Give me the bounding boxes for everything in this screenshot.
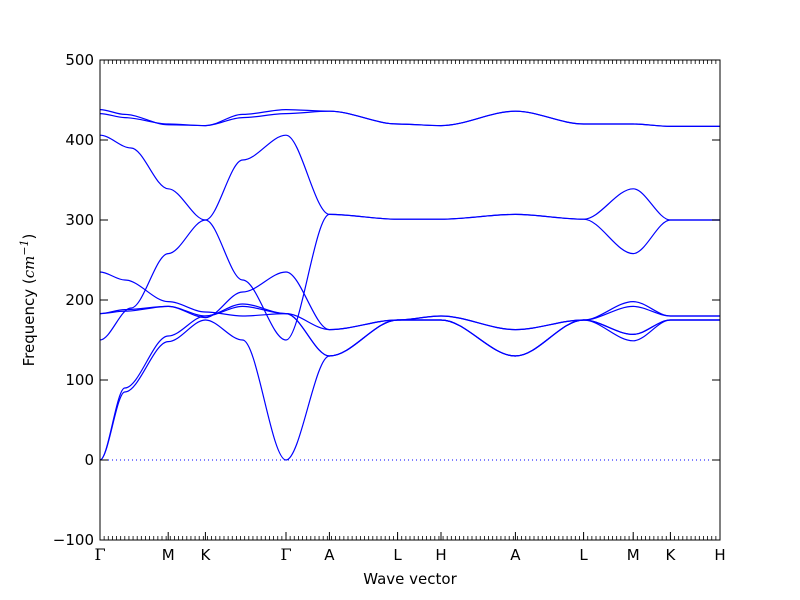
- x-tick-label: L: [393, 546, 402, 564]
- phonon-branch-4: [99, 134, 720, 341]
- y-axis-label: Frequency (cm−1): [18, 234, 38, 367]
- x-tick-label: H: [435, 546, 446, 564]
- x-tick-label: L: [579, 546, 588, 564]
- x-tick-label: Γ: [94, 545, 105, 564]
- plot-area: [99, 108, 720, 461]
- y-tick-label: 0: [84, 451, 94, 469]
- phonon-branch-9: [99, 319, 720, 461]
- y-tick-label: −100: [53, 531, 94, 549]
- x-tick-label: A: [324, 546, 335, 564]
- y-tick-label: 200: [65, 291, 94, 309]
- y-tick-label: 500: [65, 51, 94, 69]
- x-tick-label: M: [162, 546, 175, 564]
- y-tick-label: 300: [65, 211, 94, 229]
- axis-ticks: −100 0 100 200 300 400 500 Γ M K Γ A L H A L M K H: [53, 51, 726, 564]
- phonon-branch-2: [99, 108, 720, 127]
- y-axis-label-unit-exponent: −1: [18, 239, 31, 255]
- x-tick-label: K: [665, 546, 676, 564]
- x-tick-label: H: [714, 546, 725, 564]
- y-axis-label-text: Frequency (: [20, 278, 38, 366]
- y-axis-label-unit: cm: [20, 256, 38, 279]
- x-tick-label: A: [510, 546, 521, 564]
- y-axis-label-close: ): [20, 234, 38, 240]
- x-axis-label: Wave vector: [363, 570, 457, 588]
- x-tick-label: K: [200, 546, 211, 564]
- y-tick-label: 400: [65, 131, 94, 149]
- x-tick-label: Γ: [280, 545, 291, 564]
- x-tick-label: M: [627, 546, 640, 564]
- y-tick-label: 100: [65, 371, 94, 389]
